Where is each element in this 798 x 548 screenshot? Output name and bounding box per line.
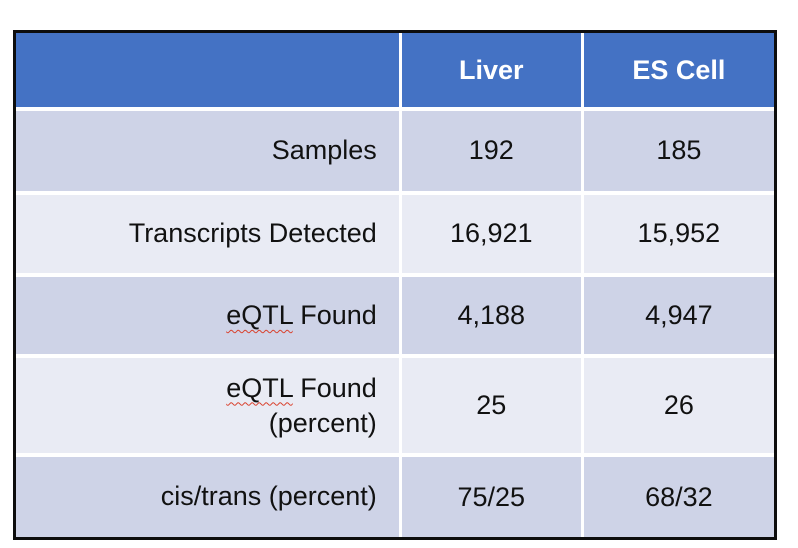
cell-samples-liver: 192 [398,107,581,191]
table-row-eqtl-found: eQTL Found 4,188 4,947 [16,272,774,355]
table-row-samples: Samples 192 185 [16,107,774,191]
row-label-text: Samples [271,135,377,166]
table-row-eqtl-found-percent: eQTL Found (percent) 25 26 [16,354,774,454]
cell-cistrans-liver: 75/25 [398,453,581,537]
row-label-line2: (percent) [268,407,377,438]
table-row-cis-trans-percent: cis/trans (percent) 75/25 68/32 [16,453,774,537]
row-label-transcripts-detected: Transcripts Detected [16,190,399,273]
cell-eqtl-es-cell: 4,947 [580,272,774,355]
row-label-samples: Samples [16,107,399,191]
row-label-eqtl-found-percent: eQTL Found (percent) [16,354,399,454]
cell-transcripts-liver: 16,921 [398,190,581,273]
cell-transcripts-es-cell: 15,952 [580,190,774,273]
table-row-transcripts-detected: Transcripts Detected 16,921 15,952 [16,190,774,273]
row-label-cis-trans-percent: cis/trans (percent) [16,453,399,537]
cell-samples-es-cell: 185 [580,107,774,191]
row-label-text: Transcripts Detected [128,218,377,249]
spellcheck-flagged-word: eQTL [226,372,293,403]
eqtl-results-table-container: Liver ES Cell Samples 192 185 Transcript… [13,30,777,540]
cell-cistrans-es-cell: 68/32 [580,453,774,537]
row-label-eqtl-found: eQTL Found [16,272,399,355]
header-cell-es-cell: ES Cell [580,33,774,107]
row-label-text: Found [292,300,377,331]
row-label-text: cis/trans (percent) [160,481,377,512]
header-cell-empty [16,33,399,107]
cell-eqtl-pct-liver: 25 [398,354,581,454]
cell-eqtl-pct-es-cell: 26 [580,354,774,454]
header-row: Liver ES Cell [16,33,774,107]
row-label-text: Found [292,372,377,403]
spellcheck-flagged-word: eQTL [226,300,293,331]
cell-eqtl-liver: 4,188 [398,272,581,355]
header-cell-liver: Liver [398,33,581,107]
eqtl-results-table: Liver ES Cell Samples 192 185 Transcript… [16,33,774,537]
